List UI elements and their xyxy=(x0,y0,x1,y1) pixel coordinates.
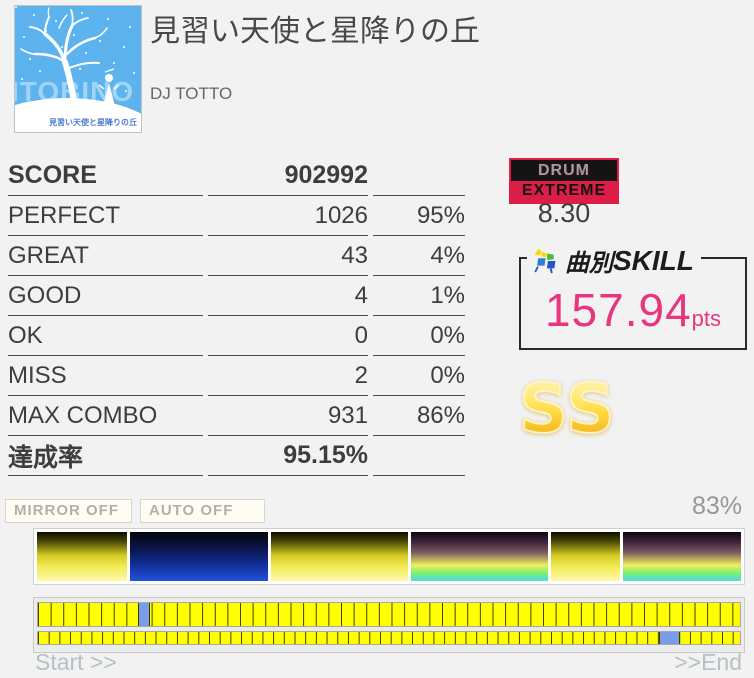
song-artist: DJ TOTTO xyxy=(150,84,233,103)
jacket-caption: 見習い天使と星降りの丘 xyxy=(49,118,137,127)
judge-count: 4 xyxy=(208,276,368,316)
skill-logo: 曲別 SKILL xyxy=(527,243,701,278)
judge-label: PERFECT xyxy=(8,196,203,236)
graph-segment xyxy=(271,532,408,581)
mirror-toggle-button[interactable]: MIRROR OFF xyxy=(5,499,132,523)
chart-level: 8.30 xyxy=(537,198,591,228)
note-bar-marker xyxy=(137,603,150,626)
score-label: SCORE xyxy=(8,156,203,196)
judge-percent: 4% xyxy=(373,236,465,276)
skill-box: 曲別 SKILL 157.94pts xyxy=(519,243,747,350)
judge-row: MAX COMBO 931 86% xyxy=(8,396,465,436)
angel-figure xyxy=(98,68,120,106)
achievement-label: 達成率 xyxy=(8,436,203,476)
judge-percent: 95% xyxy=(373,196,465,236)
judge-count: 2 xyxy=(208,356,368,396)
album-art: ITOBINO 見習い天使と星降りの丘 xyxy=(14,5,142,133)
drum-kit-icon xyxy=(534,248,556,273)
badge-mode: DRUM xyxy=(511,160,617,181)
judge-count: 0 xyxy=(208,316,368,356)
skill-logo-en: SKILL xyxy=(613,244,694,276)
density-graph xyxy=(33,528,745,585)
rank-badge: SS xyxy=(518,369,616,450)
winter-tree-illustration xyxy=(15,7,141,132)
judge-percent: 1% xyxy=(373,276,465,316)
skill-points-unit: pts xyxy=(691,306,722,331)
judge-row: PERFECT 1026 95% xyxy=(8,196,465,236)
judge-percent: 0% xyxy=(373,356,465,396)
judge-label: MISS xyxy=(8,356,203,396)
judge-count: 931 xyxy=(208,396,368,436)
difficulty-badge: DRUM EXTREME xyxy=(509,158,619,204)
graph-segment xyxy=(37,532,127,581)
score-value: 902992 xyxy=(208,156,368,196)
achievement-row: 達成率 95.15% xyxy=(8,436,465,476)
note-bar-marker xyxy=(659,632,681,644)
skill-points-number: 157.94 xyxy=(544,284,692,336)
judge-count: 43 xyxy=(208,236,368,276)
progress-percent: 83% xyxy=(691,492,742,520)
skill-points: 157.94pts xyxy=(521,283,745,337)
graph-segment xyxy=(411,532,548,581)
judge-label: MAX COMBO xyxy=(8,396,203,436)
judge-row: GREAT 43 4% xyxy=(8,236,465,276)
judge-row: GOOD 4 1% xyxy=(8,276,465,316)
judge-row: MISS 2 0% xyxy=(8,356,465,396)
timeline-end-label: >>End xyxy=(674,649,742,675)
achievement-value: 95.15% xyxy=(208,436,368,476)
judge-label: GOOD xyxy=(8,276,203,316)
graph-segment xyxy=(130,532,268,581)
timeline-start-label: Start >> xyxy=(35,649,117,675)
judge-percent: 0% xyxy=(373,316,465,356)
note-bars xyxy=(33,597,745,653)
judge-label: OK xyxy=(8,316,203,356)
note-bar-upper xyxy=(37,602,741,627)
skill-logo-jp: 曲別 xyxy=(565,250,613,277)
auto-toggle-button[interactable]: AUTO OFF xyxy=(140,499,265,523)
graph-segment xyxy=(623,532,741,581)
judge-row: OK 0 0% xyxy=(8,316,465,356)
judge-count: 1026 xyxy=(208,196,368,236)
song-title: 見習い天使と星降りの丘 xyxy=(150,15,480,48)
graph-segment xyxy=(551,532,620,581)
snow-dots xyxy=(15,6,17,8)
judge-percent: 86% xyxy=(373,396,465,436)
score-row: SCORE 902992 xyxy=(8,156,465,196)
jacket-watermark: ITOBINO xyxy=(14,76,135,107)
results-table: SCORE 902992 PERFECT 1026 95% GREAT 43 4% GOOD… xyxy=(3,156,470,476)
judge-label: GREAT xyxy=(8,236,203,276)
note-bar-lower xyxy=(37,631,741,645)
timeline-labels: Start >> >>End xyxy=(35,649,742,676)
badge-difficulty: EXTREME xyxy=(511,181,617,202)
